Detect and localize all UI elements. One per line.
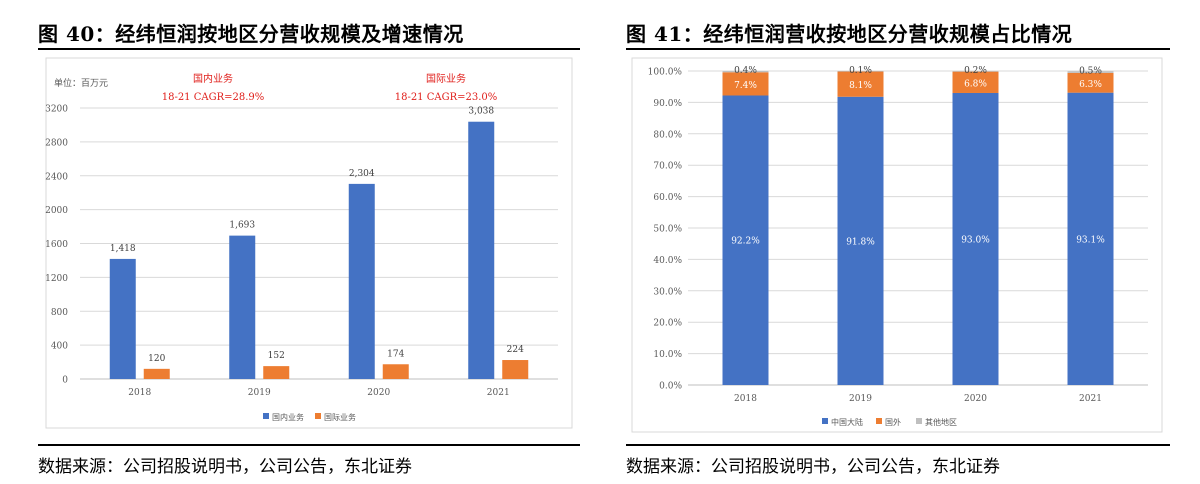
bar-data-label: 3,038 bbox=[468, 107, 494, 117]
bar-data-label: 120 bbox=[148, 354, 165, 364]
bar-segment-other bbox=[837, 71, 884, 72]
legend-label: 国际业务 bbox=[324, 412, 356, 422]
segment-data-label: 92.2% bbox=[731, 237, 760, 247]
bar-domestic bbox=[468, 121, 495, 380]
figure-40-bottom-rule bbox=[38, 444, 580, 446]
legend-swatch bbox=[263, 413, 269, 419]
figure-41-bottom-rule bbox=[626, 444, 1170, 446]
legend-swatch bbox=[916, 418, 922, 424]
figure-41-panel: 图 41：经纬恒润营收按地区分营收规模占比情况 0.0% 10.0% 20.0% 30… bbox=[626, 0, 1170, 484]
bar-international bbox=[143, 368, 170, 379]
figure-40-panel: 图 40：经纬恒润按地区分营收规模及增速情况 0 400 800 1200 1600 20… bbox=[38, 0, 580, 484]
x-tick-label: 2019 bbox=[849, 394, 872, 404]
bar-data-label: 224 bbox=[507, 345, 524, 355]
bar-data-label: 174 bbox=[387, 349, 404, 359]
cagr-annotation-value: 18-21 CAGR=23.0% bbox=[395, 92, 498, 103]
segment-data-label: 0.5% bbox=[1079, 66, 1102, 76]
legend-swatch bbox=[876, 418, 882, 424]
segment-data-label: 6.8% bbox=[964, 79, 987, 89]
legend-label: 国内业务 bbox=[272, 412, 304, 422]
bar-segment-overseas bbox=[952, 71, 999, 93]
legend-label: 中国大陆 bbox=[831, 417, 863, 427]
y-tick-label: 3200 bbox=[45, 105, 68, 115]
bar-data-label: 1,418 bbox=[110, 244, 136, 254]
bar-segment-other bbox=[1067, 71, 1114, 73]
bar-segment-overseas bbox=[837, 71, 884, 97]
legend-label: 其他地区 bbox=[925, 417, 957, 427]
segment-data-label: 0.1% bbox=[849, 66, 872, 76]
figure-40-title: 图 40：经纬恒润按地区分营收规模及增速情况 bbox=[38, 22, 464, 46]
bar-segment-mainland bbox=[1067, 92, 1114, 385]
cagr-annotation-title: 国际业务 bbox=[426, 72, 466, 85]
segment-data-label: 8.1% bbox=[849, 81, 872, 91]
bar-domestic bbox=[348, 183, 375, 379]
y-tick-label: 0.0% bbox=[659, 382, 682, 392]
y-tick-label: 70.0% bbox=[653, 162, 682, 172]
bar-segment-other bbox=[952, 71, 999, 72]
y-tick-label: 2000 bbox=[45, 206, 68, 216]
figure-41-stacked-bar-chart: 0.0% 10.0% 20.0% 30.0% 40.0% 50.0% 60.0% 70.0% 8… bbox=[631, 57, 1163, 433]
x-tick-label: 2021 bbox=[1079, 394, 1102, 404]
bar-international bbox=[263, 366, 290, 379]
y-tick-label: 800 bbox=[51, 308, 68, 318]
x-tick-label: 2018 bbox=[128, 388, 151, 398]
y-tick-label: 0 bbox=[62, 376, 68, 386]
segment-data-label: 7.4% bbox=[734, 81, 757, 91]
bar-segment-mainland bbox=[837, 96, 884, 386]
segment-data-label: 0.2% bbox=[964, 66, 987, 76]
y-tick-label: 100.0% bbox=[648, 68, 683, 78]
y-tick-label: 50.0% bbox=[653, 225, 682, 235]
bar-domestic bbox=[109, 258, 136, 379]
y-tick-label: 1200 bbox=[45, 274, 68, 284]
segment-data-label: 6.3% bbox=[1079, 80, 1102, 90]
segment-data-label: 93.0% bbox=[961, 235, 990, 245]
cagr-annotation-title: 国内业务 bbox=[193, 72, 233, 85]
cagr-annotation-value: 18-21 CAGR=28.9% bbox=[162, 92, 265, 103]
bar-data-label: 2,304 bbox=[349, 169, 375, 179]
y-tick-label: 2800 bbox=[45, 138, 68, 148]
bar-segment-overseas bbox=[1067, 72, 1114, 93]
y-tick-label: 40.0% bbox=[653, 256, 682, 266]
figure-41-title: 图 41：经纬恒润营收按地区分营收规模占比情况 bbox=[626, 22, 1073, 46]
y-tick-label: 60.0% bbox=[653, 193, 682, 203]
figure-41-source: 数据来源：公司招股说明书，公司公告，东北证券 bbox=[626, 457, 1000, 477]
legend-swatch bbox=[315, 413, 321, 419]
bar-domestic bbox=[229, 235, 256, 379]
figure-40-source: 数据来源：公司招股说明书，公司公告，东北证券 bbox=[38, 457, 412, 477]
x-tick-label: 2021 bbox=[487, 388, 510, 398]
y-tick-label: 80.0% bbox=[653, 130, 682, 140]
bar-international bbox=[382, 364, 409, 379]
bar-segment-mainland bbox=[722, 95, 769, 385]
legend-swatch bbox=[822, 418, 828, 424]
y-tick-label: 2400 bbox=[45, 172, 68, 182]
figure-41-top-rule bbox=[626, 48, 1170, 50]
y-tick-label: 90.0% bbox=[653, 99, 682, 109]
y-tick-label: 400 bbox=[51, 342, 68, 352]
bar-international bbox=[502, 360, 529, 379]
bar-segment-overseas bbox=[722, 72, 769, 96]
figure-40-top-rule bbox=[38, 48, 580, 50]
y-tick-label: 1600 bbox=[45, 240, 68, 250]
legend-label: 国外 bbox=[885, 417, 901, 427]
segment-data-label: 91.8% bbox=[846, 237, 875, 247]
x-tick-label: 2020 bbox=[964, 394, 987, 404]
x-tick-label: 2020 bbox=[367, 388, 390, 398]
bar-segment-mainland bbox=[952, 92, 999, 386]
y-tick-label: 10.0% bbox=[653, 350, 682, 360]
bar-segment-other bbox=[722, 71, 769, 73]
y-tick-label: 30.0% bbox=[653, 287, 682, 297]
segment-data-label: 0.4% bbox=[734, 66, 757, 76]
bar-data-label: 152 bbox=[268, 351, 285, 361]
bar-data-label: 1,693 bbox=[229, 221, 255, 231]
x-tick-label: 2018 bbox=[734, 394, 757, 404]
y-tick-label: 20.0% bbox=[653, 319, 682, 329]
unit-label: 单位：百万元 bbox=[54, 77, 108, 89]
x-tick-label: 2019 bbox=[248, 388, 271, 398]
segment-data-label: 93.1% bbox=[1076, 235, 1105, 245]
